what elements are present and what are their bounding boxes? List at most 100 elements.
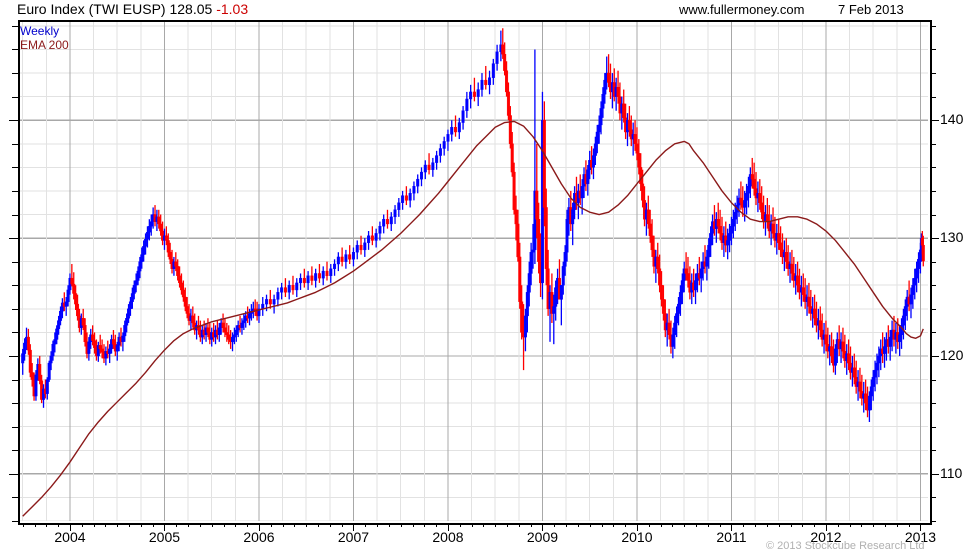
x-tick: [34, 523, 36, 527]
x-tick: [388, 523, 390, 527]
x-tick: [117, 523, 119, 527]
x-tick: [518, 523, 520, 527]
x-tick: [625, 523, 627, 527]
x-tick: [81, 523, 83, 527]
y-tick-right: [930, 73, 936, 75]
y-tick-left: [12, 426, 18, 428]
chart-plot-area: [18, 20, 928, 521]
y-tick-left: [9, 238, 18, 240]
y-tick-right: [930, 96, 936, 98]
x-tick: [235, 523, 237, 527]
x-tick: [495, 523, 497, 527]
y-tick-left: [12, 497, 18, 499]
y-tick-left: [12, 403, 18, 405]
x-axis-label-2013: 2013: [904, 529, 937, 545]
x-tick: [613, 523, 615, 527]
x-tick: [483, 523, 485, 527]
x-axis-label-2006: 2006: [243, 529, 275, 545]
page-title: Euro Index (TWI EUSP) 128.05 -1.03: [17, 1, 248, 17]
x-tick: [908, 523, 910, 527]
y-tick-right: [930, 450, 936, 452]
y-tick-right: [930, 167, 936, 169]
y-tick-right: [930, 403, 936, 405]
y-tick-left: [9, 120, 18, 122]
y-tick-left: [12, 190, 18, 192]
x-tick: [258, 523, 260, 531]
x-tick: [755, 523, 757, 527]
price-change: -1.03: [216, 1, 249, 17]
x-tick: [873, 523, 875, 527]
x-tick: [577, 523, 579, 527]
y-tick-right: [930, 355, 939, 357]
y-tick-left: [9, 473, 18, 475]
y-axis-label-130: 130: [940, 229, 964, 246]
x-tick: [920, 523, 922, 531]
y-tick-left: [12, 308, 18, 310]
y-tick-left: [12, 167, 18, 169]
x-tick: [459, 523, 461, 527]
y-tick-right: [930, 49, 936, 51]
instrument-title: Euro Index (TWI EUSP) 128.05: [17, 1, 213, 17]
x-tick: [129, 523, 131, 527]
y-tick-right: [930, 261, 936, 263]
x-tick: [306, 523, 308, 527]
copyright-label: © 2013 Stockcube Research Ltd: [766, 540, 925, 552]
y-tick-right: [930, 473, 939, 475]
x-axis-label-2007: 2007: [337, 529, 370, 545]
x-tick: [861, 523, 863, 527]
x-tick: [211, 523, 213, 527]
x-tick: [341, 523, 343, 527]
y-tick-left: [12, 49, 18, 51]
x-tick: [778, 523, 780, 527]
x-tick: [802, 523, 804, 527]
x-tick: [270, 523, 272, 527]
y-tick-right: [930, 25, 936, 27]
x-tick: [660, 523, 662, 527]
x-tick: [507, 523, 509, 527]
x-tick: [447, 523, 449, 531]
x-tick: [790, 523, 792, 527]
x-tick: [400, 523, 402, 527]
x-tick: [530, 523, 532, 527]
x-tick: [849, 523, 851, 527]
x-tick: [46, 523, 48, 527]
y-tick-right: [930, 497, 936, 499]
x-axis-label-2010: 2010: [621, 529, 653, 545]
y-tick-left: [12, 96, 18, 98]
x-axis-label-2009: 2009: [526, 529, 559, 545]
x-tick: [424, 523, 426, 527]
chart-legend: Weekly EMA 200: [20, 24, 69, 52]
y-tick-left: [12, 73, 18, 75]
x-tick: [825, 523, 827, 531]
chart-header: Euro Index (TWI EUSP) 128.05 -1.03 www.f…: [0, 0, 980, 20]
y-tick-right: [930, 379, 936, 381]
x-tick: [696, 523, 697, 527]
x-tick: [436, 523, 438, 527]
x-tick: [814, 523, 816, 527]
y-axis-label-110: 110: [940, 464, 963, 481]
y-tick-right: [930, 238, 939, 240]
x-tick: [140, 523, 142, 527]
x-tick: [199, 523, 201, 527]
x-tick: [247, 523, 249, 527]
y-tick-right: [930, 332, 936, 334]
x-tick: [743, 523, 745, 527]
x-tick: [542, 523, 544, 531]
x-tick: [223, 523, 225, 527]
y-tick-left: [12, 332, 18, 334]
x-tick: [329, 523, 331, 527]
x-tick: [164, 523, 166, 531]
y-tick-left: [12, 143, 18, 145]
y-tick-right: [930, 190, 936, 192]
x-tick: [176, 523, 178, 527]
y-tick-right: [930, 426, 936, 428]
x-axis-label-2008: 2008: [432, 529, 464, 545]
y-tick-left: [9, 355, 18, 357]
y-tick-right: [930, 308, 936, 310]
chart-series-layer: [21, 28, 925, 517]
x-tick: [896, 523, 898, 527]
x-tick: [188, 523, 190, 527]
chart-date: 7 Feb 2013: [838, 2, 904, 17]
x-tick: [282, 523, 284, 527]
